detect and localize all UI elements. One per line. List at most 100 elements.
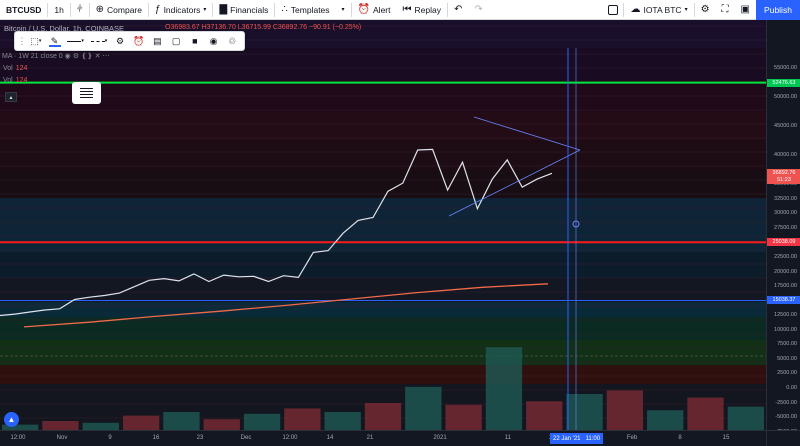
background-band bbox=[0, 140, 766, 170]
line-width-icon bbox=[67, 40, 82, 42]
price-line bbox=[0, 148, 553, 317]
price-tick: -5000.00 bbox=[775, 414, 797, 421]
price-tick: -2500.00 bbox=[775, 399, 797, 406]
line-color-button[interactable]: ✎ bbox=[46, 33, 64, 49]
visual-order-button[interactable]: ▤ bbox=[149, 33, 167, 49]
volume-bar bbox=[526, 401, 563, 430]
compare-label: Compare bbox=[107, 4, 142, 15]
object-tree-button[interactable]: ▢ bbox=[167, 33, 185, 49]
redo-icon: ↷ bbox=[474, 3, 483, 15]
time-axis[interactable]: 12:00Nov91623Dec12:00142120211118Feb8152… bbox=[0, 430, 766, 446]
time-tick: 12:00 bbox=[10, 435, 26, 441]
divider bbox=[446, 2, 448, 17]
volume-bar bbox=[243, 413, 281, 430]
moving-average-line bbox=[23, 283, 549, 328]
lock-icon: ■ bbox=[192, 36, 198, 46]
line-width-button[interactable]: ▾ bbox=[64, 33, 86, 49]
alert-label: Alert bbox=[373, 4, 391, 15]
chevron-down-icon: ▾ bbox=[104, 38, 108, 44]
price-tick: 40000.00 bbox=[774, 152, 797, 159]
chart-type-button[interactable]: ⫩ bbox=[71, 0, 89, 20]
chart-canvas[interactable] bbox=[0, 20, 766, 430]
alert-button[interactable]: ⏰ bbox=[130, 33, 148, 49]
layout-select-button[interactable] bbox=[608, 5, 619, 15]
templates-icon: ∴ bbox=[281, 3, 288, 15]
legend-vol-row[interactable]: Vol 124 bbox=[3, 65, 27, 72]
line-style-icon bbox=[90, 40, 105, 42]
lock-button[interactable]: ■ bbox=[186, 33, 204, 49]
crosshair-marker bbox=[572, 220, 580, 228]
gear-icon: ⚙ bbox=[115, 35, 125, 46]
text-note-panel[interactable] bbox=[72, 82, 101, 104]
undo-button[interactable]: ↶ bbox=[448, 0, 468, 20]
background-band bbox=[0, 302, 766, 317]
price-tick: 12500.00 bbox=[774, 312, 797, 319]
background-band bbox=[0, 278, 766, 302]
fullscreen-button[interactable]: ⛶ bbox=[716, 0, 735, 20]
crosshair-date: 22 Jan '21 bbox=[553, 435, 581, 442]
more-icon[interactable]: ⋯ bbox=[102, 53, 110, 60]
template-button[interactable]: ⬚ ▾ bbox=[27, 33, 45, 49]
legend-ma-row[interactable]: MA · 1W 21 close 0 ◉ ⚙ ❴❵ ✕ ⋯ bbox=[2, 52, 109, 60]
drag-handle[interactable]: ⋮ bbox=[17, 35, 27, 46]
time-tick: 8 bbox=[678, 435, 682, 441]
settings-button[interactable]: ⚙ bbox=[111, 33, 129, 49]
delete-button[interactable]: ♲ bbox=[223, 33, 241, 49]
divider bbox=[693, 3, 695, 17]
logo-icon: ▲ bbox=[7, 415, 16, 424]
chevron-down-icon: ▾ bbox=[203, 6, 207, 13]
divider bbox=[350, 2, 352, 17]
tradingview-logo[interactable]: ▲ bbox=[4, 412, 19, 427]
alert-button[interactable]: ⏰ Alert bbox=[352, 0, 397, 20]
volume-bar bbox=[42, 421, 79, 430]
interval-button[interactable]: 1h bbox=[48, 0, 69, 20]
layout-name-button[interactable]: ☁ IOTA BTC ▾ bbox=[624, 0, 693, 20]
hide-button[interactable]: ◉ bbox=[205, 33, 223, 49]
legend-symbol-title[interactable]: Bitcoin / U.S. Dollar, 1h, COINBASE bbox=[4, 24, 125, 33]
replay-button[interactable]: ⏮ Replay bbox=[397, 0, 447, 20]
volume-bar bbox=[727, 406, 764, 430]
volume-bar bbox=[284, 408, 321, 430]
close-icon[interactable]: ✕ bbox=[94, 53, 101, 60]
templates-button[interactable]: ∴ Templates bbox=[275, 0, 335, 20]
legend-vol-row[interactable]: Vol 124 bbox=[3, 77, 27, 84]
compare-button[interactable]: ⊕ Compare bbox=[90, 0, 148, 20]
price-label: 25038.09 bbox=[767, 238, 800, 247]
pencil-icon: ✎ bbox=[50, 35, 59, 46]
eye-icon[interactable]: ◉ bbox=[64, 53, 71, 60]
divider bbox=[69, 2, 71, 17]
settings-button[interactable]: ⚙ bbox=[695, 0, 716, 20]
background-band bbox=[0, 170, 766, 198]
time-tick: Nov bbox=[56, 435, 68, 441]
divider bbox=[274, 2, 276, 17]
gear-icon[interactable]: ⚙ bbox=[72, 53, 79, 60]
financials-button[interactable]: ▇ Financials bbox=[213, 0, 274, 20]
price-tick: 50000.00 bbox=[774, 94, 797, 100]
source-code-icon[interactable]: ❴❵ bbox=[80, 53, 93, 60]
snapshot-button[interactable]: ▣ bbox=[735, 0, 756, 20]
chart-pane[interactable] bbox=[0, 20, 766, 430]
axis-corner[interactable] bbox=[766, 430, 800, 446]
divider bbox=[47, 2, 49, 17]
symbol-search-button[interactable]: BTCUSD bbox=[0, 0, 47, 20]
time-tick: 16 bbox=[152, 435, 160, 441]
time-tick: 21 bbox=[366, 435, 374, 441]
redo-button[interactable]: ↷ bbox=[468, 0, 488, 20]
volume-bar bbox=[606, 390, 644, 430]
divider bbox=[88, 2, 90, 17]
time-tick: Dec bbox=[240, 435, 252, 441]
legend-collapse-button[interactable]: ▴ bbox=[5, 92, 17, 102]
volume-bar bbox=[122, 415, 160, 430]
price-tick: 10000.00 bbox=[774, 326, 797, 333]
publish-button[interactable]: Publish bbox=[756, 0, 800, 20]
crosshair-time-label: 22 Jan '21 11:00 bbox=[550, 433, 604, 444]
price-tick: 0.00 bbox=[786, 385, 797, 391]
undo-icon: ↶ bbox=[453, 3, 463, 15]
line-style-button[interactable]: ▾ bbox=[88, 33, 110, 49]
volume-bar bbox=[203, 419, 240, 430]
indicators-button[interactable]: ƒ Indicators ▾ bbox=[149, 0, 212, 20]
templates-dropdown[interactable]: ▾ bbox=[336, 0, 351, 20]
price-axis[interactable]: 55000.00 50000.00 45000.00 40000.00 35000.00… bbox=[766, 20, 800, 435]
drawing-toolbar: ⋮ ⬚ ▾ ✎ ▾ ▾ ⚙ ⏰ ▤ ▢ ■ ◉ ♲ bbox=[14, 31, 245, 51]
price-label: 15038.37 bbox=[767, 296, 800, 305]
